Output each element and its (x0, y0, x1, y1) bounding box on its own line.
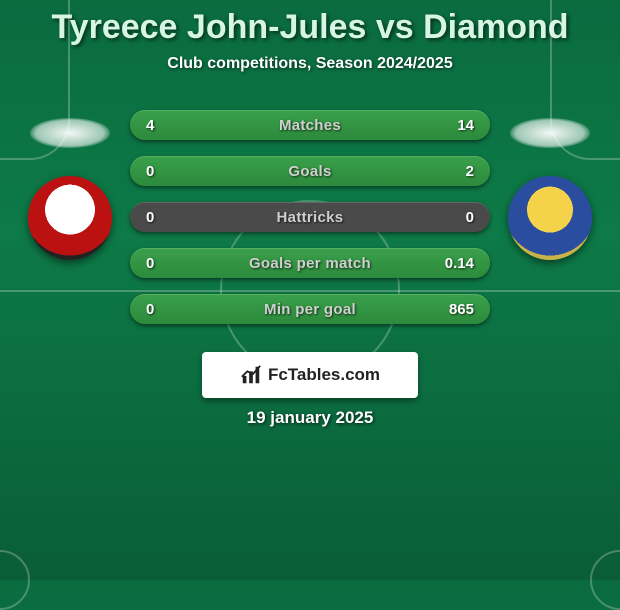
player-right-shadow (510, 118, 590, 148)
stat-bar: 4Matches14 (130, 110, 490, 140)
stat-label: Matches (192, 117, 428, 134)
stat-value-left: 0 (130, 209, 192, 226)
pitch-corner-br (590, 550, 620, 610)
stat-value-right: 865 (428, 301, 490, 318)
player-left-shadow (30, 118, 110, 148)
page-title: Tyreece John-Jules vs Diamond (0, 0, 620, 47)
stat-bar: 0Hattricks0 (130, 202, 490, 232)
stat-value-right: 14 (428, 117, 490, 134)
stat-label: Min per goal (192, 301, 428, 318)
club-crest-right (508, 176, 592, 260)
stat-bar: 0Goals per match0.14 (130, 248, 490, 278)
stat-value-left: 0 (130, 255, 192, 272)
stat-label: Goals (192, 163, 428, 180)
snapshot-date: 19 january 2025 (0, 408, 620, 428)
stat-value-left: 0 (130, 301, 192, 318)
player-left-column (20, 110, 120, 260)
stat-value-right: 2 (428, 163, 490, 180)
pitch-corner-bl (0, 550, 30, 610)
stat-bar: 0Min per goal865 (130, 294, 490, 324)
stat-value-right: 0 (428, 209, 490, 226)
chart-icon (240, 364, 262, 386)
brand-text: FcTables.com (268, 365, 380, 385)
club-crest-left (28, 176, 112, 260)
stat-bar: 0Goals2 (130, 156, 490, 186)
stat-value-right: 0.14 (428, 255, 490, 272)
player-right-column (500, 110, 600, 260)
page-subtitle: Club competitions, Season 2024/2025 (0, 55, 620, 73)
comparison-stage: 4Matches140Goals20Hattricks00Goals per m… (0, 110, 620, 324)
stat-value-left: 0 (130, 163, 192, 180)
stat-label: Hattricks (192, 209, 428, 226)
stat-bars: 4Matches140Goals20Hattricks00Goals per m… (130, 110, 490, 324)
stat-value-left: 4 (130, 117, 192, 134)
brand-badge: FcTables.com (202, 352, 418, 398)
stat-label: Goals per match (192, 255, 428, 272)
